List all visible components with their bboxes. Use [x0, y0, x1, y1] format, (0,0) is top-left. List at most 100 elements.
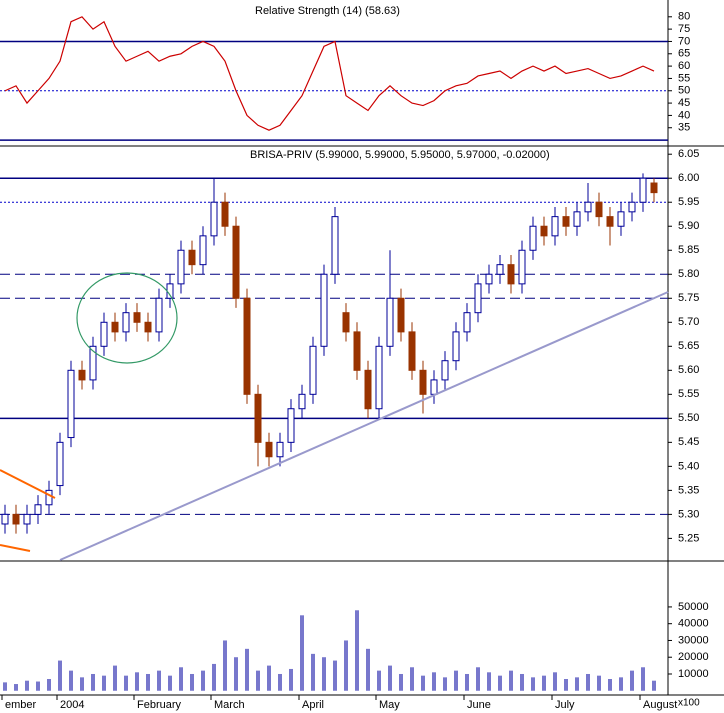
y-tick-label: 45: [678, 97, 690, 109]
volume-bar: [597, 675, 601, 691]
volume-bar: [432, 672, 436, 691]
volume-bar: [256, 670, 260, 691]
candle-body: [430, 379, 438, 395]
volume-bar: [641, 667, 645, 691]
volume-bar: [124, 675, 128, 691]
y-tick-label: 40000: [678, 618, 709, 630]
candle-body: [232, 225, 240, 299]
y-tick-label: 5.90: [678, 220, 699, 232]
candle-body: [573, 211, 581, 227]
candle-body: [397, 297, 405, 333]
y-tick-label: 5.70: [678, 316, 699, 328]
candle-body: [408, 331, 416, 371]
volume-bar: [509, 670, 513, 691]
volume-bar: [157, 670, 161, 691]
candle-body: [463, 312, 471, 333]
candle-body: [529, 225, 537, 251]
y-tick-label: 40: [678, 109, 690, 121]
volume-bar: [91, 673, 95, 691]
candle-body: [320, 273, 328, 347]
x-tick-label: 2004: [60, 699, 84, 711]
volume-bar: [575, 677, 579, 691]
volume-bar: [234, 657, 238, 691]
candle-body: [452, 331, 460, 362]
candle-body: [650, 182, 658, 194]
candle-body: [287, 408, 295, 443]
y-tick-label: 5.50: [678, 412, 699, 424]
volume-bar: [47, 679, 51, 691]
y-tick-label: 5.25: [678, 532, 699, 544]
volume-bar: [608, 679, 612, 691]
candle-body: [441, 360, 449, 381]
volume-bar: [212, 663, 216, 691]
candle-body: [386, 297, 394, 347]
candle-body: [133, 312, 141, 323]
volume-bar: [190, 673, 194, 691]
volume-bar: [267, 665, 271, 691]
volume-bar: [3, 682, 7, 691]
x-tick-label: March: [214, 699, 245, 711]
y-tick-label: 30000: [678, 634, 709, 646]
volume-bar: [476, 667, 480, 691]
x-tick-label: August: [643, 699, 677, 711]
y-tick-label: 50: [678, 85, 690, 97]
volume-bar: [25, 680, 29, 691]
y-tick-label: 5.30: [678, 508, 699, 520]
candle-body: [474, 283, 482, 314]
y-tick-label: 5.95: [678, 196, 699, 208]
candle-body: [177, 249, 185, 285]
volume-bar: [333, 660, 337, 691]
candle-body: [1, 513, 9, 525]
volume-bar: [377, 670, 381, 691]
volume-bar: [487, 672, 491, 691]
candle-body: [507, 264, 515, 285]
candle-body: [276, 441, 284, 458]
y-tick-label: 5.60: [678, 364, 699, 376]
candle-body: [12, 513, 20, 525]
volume-bar: [113, 665, 117, 691]
y-tick-label: 10000: [678, 668, 709, 680]
x-tick-label: July: [555, 699, 575, 711]
volume-bar: [278, 673, 282, 691]
candle-body: [243, 297, 251, 395]
volume-bar: [135, 672, 139, 691]
volume-bar: [388, 665, 392, 691]
volume-bar: [542, 675, 546, 691]
y-tick-label: 5.80: [678, 268, 699, 280]
y-tick-label: 75: [678, 23, 690, 35]
volume-bar: [344, 640, 348, 691]
indicator-title: Relative Strength (14) (58.63): [255, 5, 400, 17]
volume-bar: [289, 668, 293, 691]
candle-body: [23, 513, 31, 525]
candle-body: [309, 345, 317, 395]
y-tick-label: 70: [678, 35, 690, 47]
volume-bar: [443, 677, 447, 691]
trend-line: [59, 291, 669, 561]
volume-bar: [355, 610, 359, 691]
volume-bar: [168, 675, 172, 691]
volume-bar: [630, 670, 634, 691]
volume-bar: [146, 673, 150, 691]
volume-bar: [322, 657, 326, 691]
candle-body: [265, 441, 273, 458]
volume-bar: [366, 648, 370, 691]
candle-body: [540, 225, 548, 237]
candle-body: [100, 321, 108, 347]
indicator-line: [4, 16, 655, 131]
volume-bar: [179, 667, 183, 691]
volume-bar: [311, 653, 315, 691]
y-tick-label: 60: [678, 60, 690, 72]
y-tick-label: 65: [678, 48, 690, 60]
y-tick-label: 5.45: [678, 436, 699, 448]
y-tick-label: 80: [678, 11, 690, 23]
candle-body: [584, 201, 592, 213]
candle-body: [210, 201, 218, 237]
candle-body: [155, 297, 163, 333]
y-tick-label: 5.55: [678, 388, 699, 400]
unit-label: x100: [678, 698, 700, 709]
y-tick-label: 50000: [678, 601, 709, 613]
candle-body: [639, 177, 647, 203]
y-tick-label: 5.75: [678, 292, 699, 304]
volume-bar: [36, 681, 40, 691]
candle-body: [606, 216, 614, 227]
